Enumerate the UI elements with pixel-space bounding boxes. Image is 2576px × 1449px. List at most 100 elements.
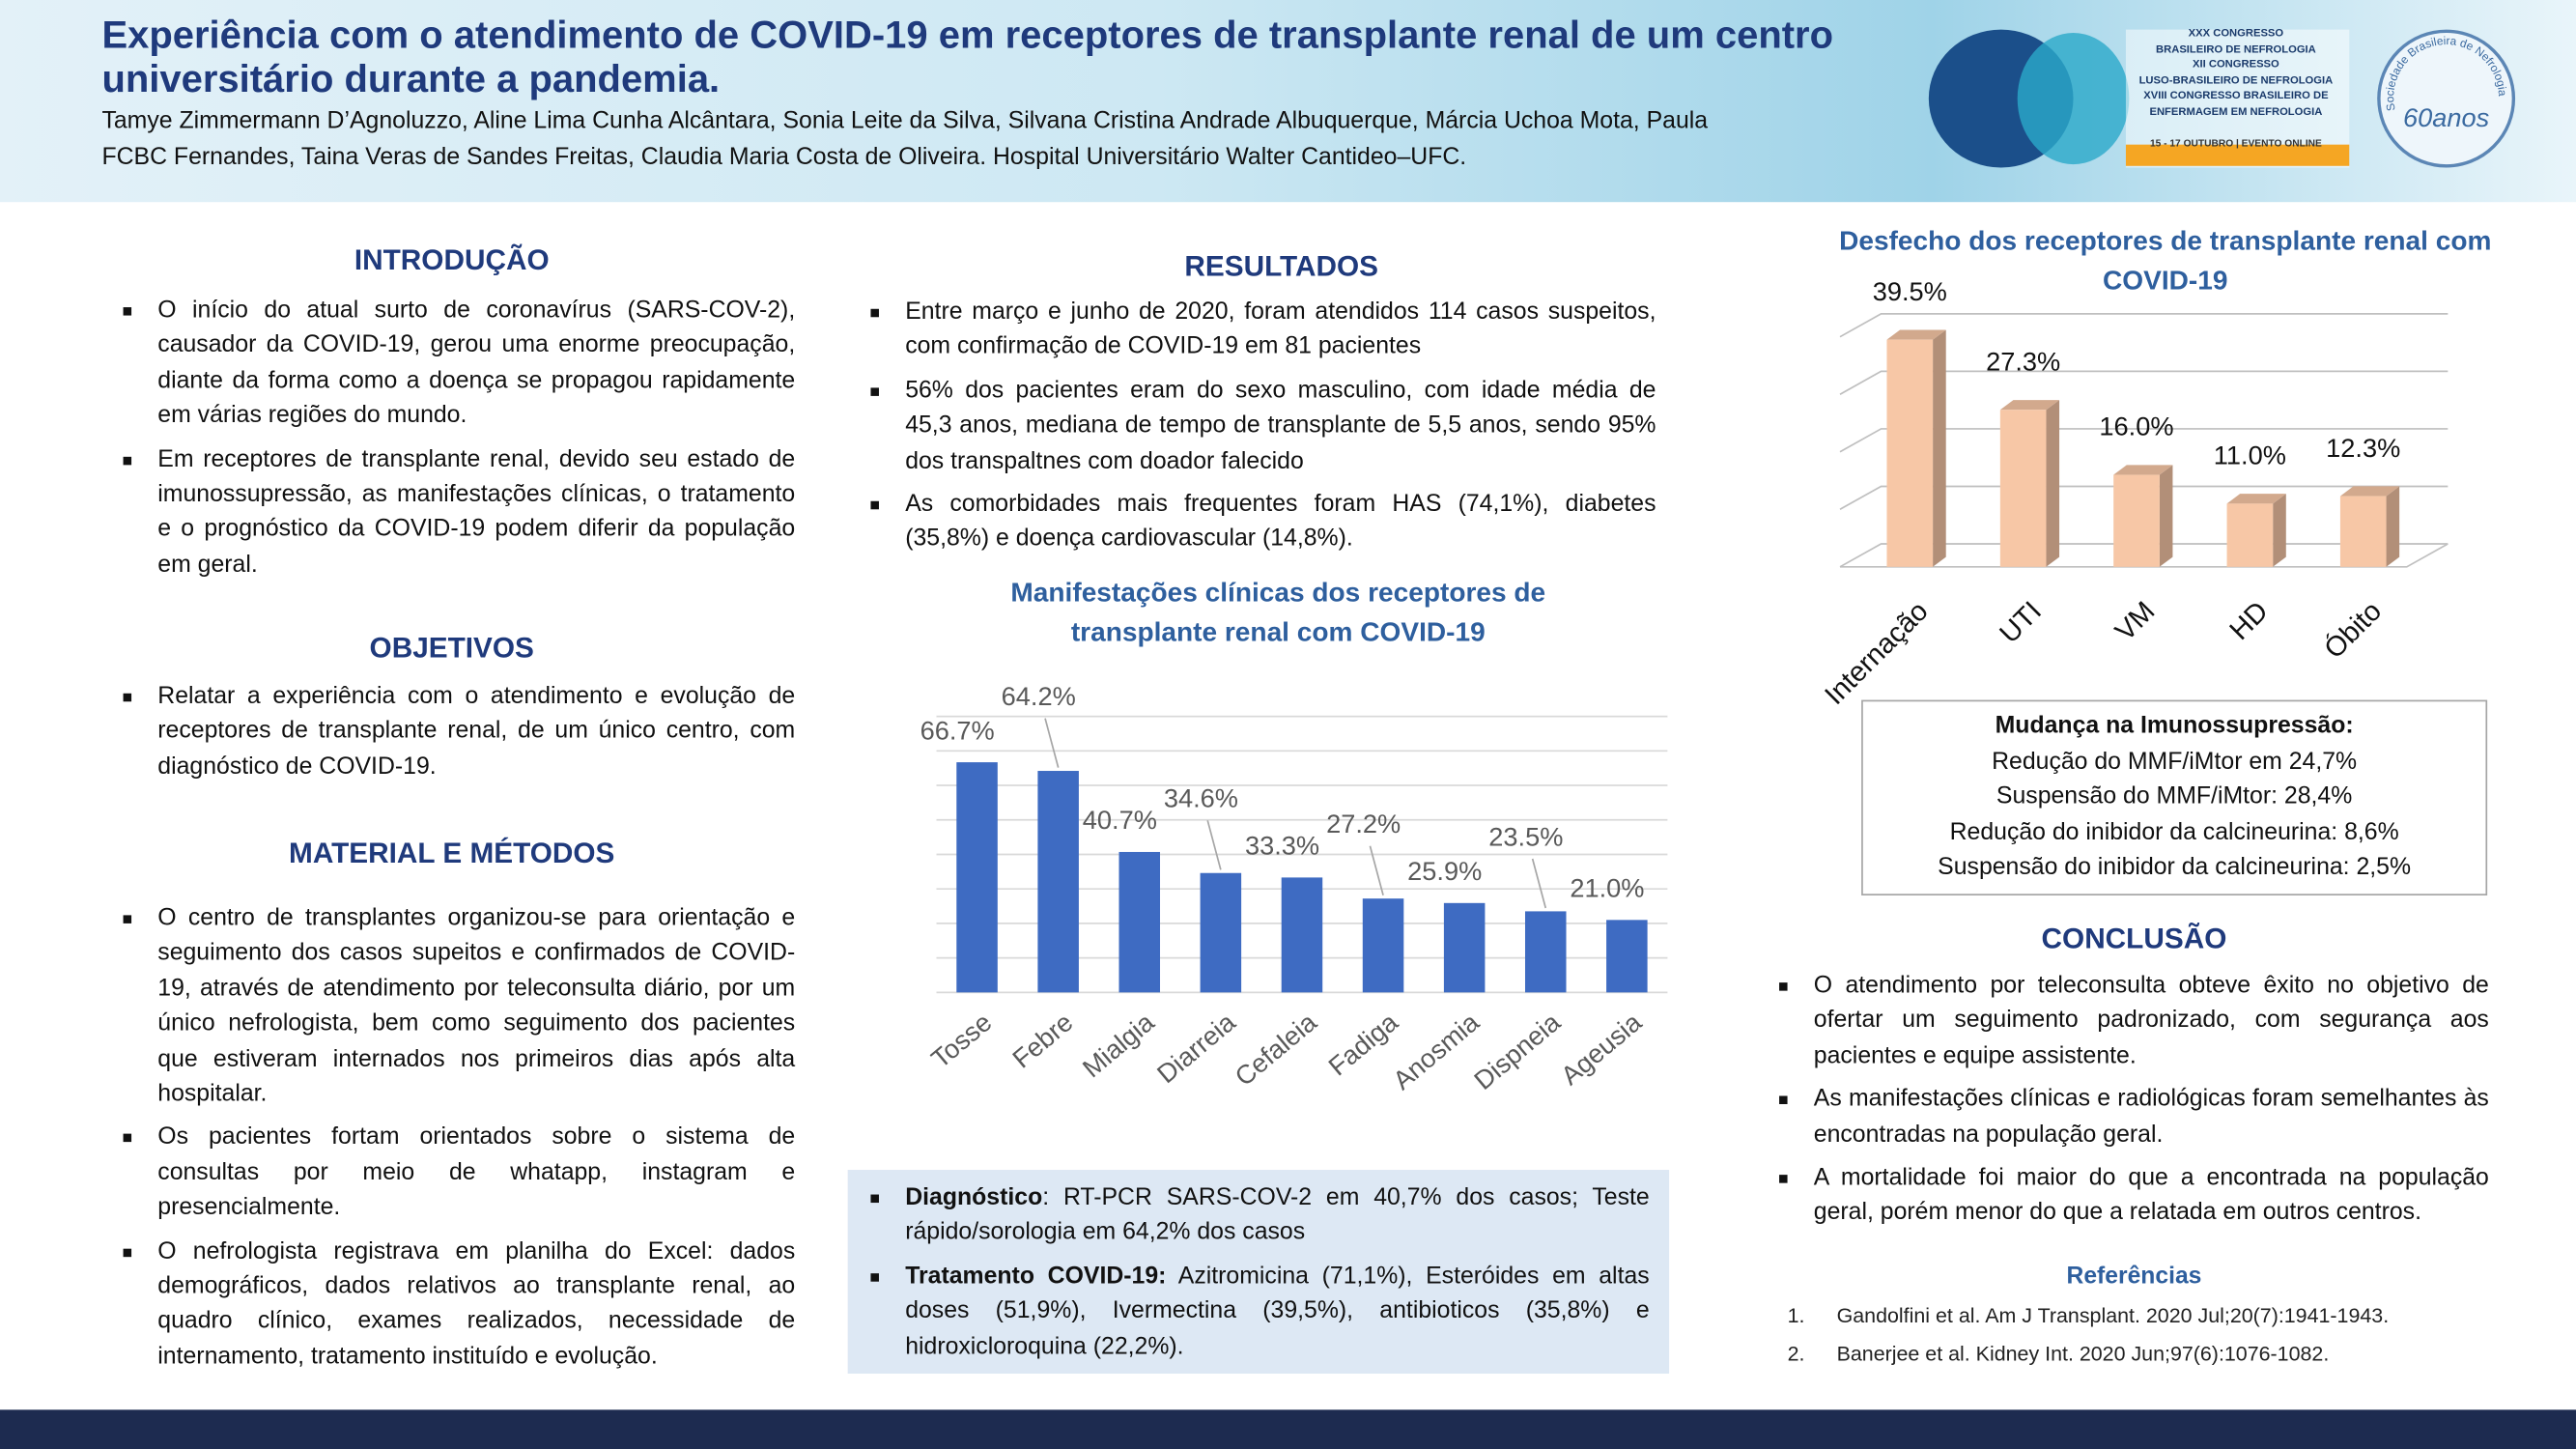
logo-date-band	[2125, 144, 2350, 166]
bar-top	[2339, 486, 2400, 497]
bullet-text: : RT-PCR SARS-COV-2 em 40,7% dos casos; …	[905, 1184, 1650, 1246]
bar	[1281, 877, 1323, 993]
grid-line	[1839, 370, 2449, 395]
ref-number: 2.	[1787, 1342, 1805, 1366]
bullet-label: Diagnóstico	[905, 1184, 1043, 1211]
leader-line	[1369, 845, 1384, 896]
value-label: 34.6%	[1164, 783, 1238, 813]
bar-side	[1933, 329, 1946, 567]
bar	[1443, 902, 1486, 993]
bar	[1362, 898, 1404, 993]
box-line: Redução do inibidor da calcineurina: 8,6…	[1949, 818, 2399, 846]
bar	[1200, 872, 1242, 993]
bullet: Diagnóstico: RT-PCR SARS-COV-2 em 40,7% …	[870, 1181, 1650, 1252]
ref-text: Gandolfini et al. Am J Transplant. 2020 …	[1836, 1304, 2390, 1328]
congress-line: ENFERMAGEM EM NEFROLOGIA	[2149, 105, 2323, 118]
chart-title: Manifestações clínicas dos receptores de…	[1010, 578, 1546, 648]
congress-line: XXX CONGRESSO	[2188, 27, 2284, 40]
value-label: 11.0%	[2214, 440, 2286, 470]
references: 1. Gandolfini et al. Am J Transplant. 202…	[1788, 1298, 2494, 1374]
value-label: 39.5%	[1873, 276, 1947, 306]
logo-ring	[2377, 29, 2516, 168]
x-tick-label: VM	[2109, 596, 2161, 647]
bar	[956, 762, 998, 993]
x-tick-label: Dispneia	[1468, 1007, 1567, 1095]
bar	[1037, 771, 1079, 993]
grid-line	[1839, 428, 2449, 453]
bar	[2113, 474, 2160, 567]
value-label: 16.0%	[2099, 412, 2173, 441]
section-heading: CONCLUSÃO	[2041, 922, 2227, 955]
bar-top	[2226, 494, 2286, 504]
chart-title: Desfecho dos receptores de transplante r…	[1839, 226, 2492, 297]
x-tick-label: Diarreia	[1151, 1007, 1242, 1090]
x-tick-label: Febre	[1006, 1007, 1078, 1073]
bar	[1999, 410, 2047, 567]
value-label: 27.2%	[1326, 809, 1401, 838]
box-line: Suspensão do MMF/iMtor: 28,4%	[1996, 783, 2353, 810]
bar	[2339, 496, 2387, 567]
bar-top	[2113, 465, 2173, 475]
bullet: O início do atual surto de coronavírus (…	[123, 294, 795, 435]
bar-side	[2273, 494, 2286, 567]
bullet: Relatar a experiência com o atendimento …	[123, 680, 795, 785]
value-label: 27.3%	[1986, 346, 2060, 376]
x-tick-label: Anosmia	[1387, 1007, 1486, 1095]
bullet: A mortalidade foi maior do que a encontr…	[1779, 1162, 2489, 1233]
bullet: 56% dos pacientes eram do sexo masculino…	[870, 374, 1656, 479]
value-label: 21.0%	[1570, 873, 1644, 903]
bullet-label: Tratamento COVID-19:	[905, 1263, 1167, 1290]
bullet: Tratamento COVID-19: Azitromicina (71,1%…	[870, 1260, 1650, 1365]
x-tick-label: Ageusia	[1555, 1007, 1648, 1091]
authors: Tamye Zimmermann D’Agnoluzzo, Aline Lima…	[101, 108, 1709, 171]
value-label: 33.3%	[1245, 831, 1319, 861]
bar-side	[2046, 400, 2060, 567]
bar-top	[1999, 400, 2060, 411]
bullet: Os pacientes fortam orientados sobre o s…	[123, 1122, 795, 1227]
bar-side	[2159, 465, 2173, 567]
bar	[1886, 339, 1934, 567]
value-label: 12.3%	[2326, 433, 2400, 463]
bullet: Entre março e junho de 2020, foram atend…	[870, 296, 1656, 366]
value-label: 40.7%	[1083, 805, 1157, 835]
section-heading: OBJETIVOS	[369, 631, 534, 665]
info-box: Mudança na Imunossupressão: Redução do M…	[1861, 699, 2488, 895]
bullet: As manifestações clínicas e radiológicas…	[1779, 1083, 2489, 1153]
bullet-list: Diagnóstico: RT-PCR SARS-COV-2 em 40,7% …	[870, 1181, 1650, 1374]
grid-line	[1839, 313, 2449, 338]
ref-text: Banerjee et al. Kidney Int. 2020 Jun;97(…	[1836, 1342, 2330, 1366]
bullet: O centro de transplantes organizou-se pa…	[123, 902, 795, 1113]
bullet-list: Entre março e junho de 2020, foram atend…	[870, 296, 1656, 566]
value-label: 64.2%	[1002, 681, 1076, 711]
congress-line: LUSO-BRASILEIRO DE NEFROLOGIA	[2138, 74, 2334, 87]
congress-text: XXX CONGRESSO BRASILEIRO DE NEFROLOGIA X…	[2129, 26, 2342, 154]
logo-shape	[2017, 33, 2130, 165]
bullet-list: O início do atual surto de coronavírus (…	[123, 294, 795, 591]
congress-line: XVIII CONGRESSO BRASILEIRO DE	[2143, 90, 2329, 102]
grid-line	[1839, 485, 2449, 511]
value-label: 66.7%	[920, 715, 995, 745]
bar	[1606, 920, 1648, 993]
anniversary: 60anos	[2403, 102, 2490, 132]
bullet: O atendimento por teleconsulta obteve êx…	[1779, 970, 2489, 1075]
box-line: Suspensão do inibidor da calcineurina: 2…	[1938, 854, 2412, 881]
x-tick-label: Cefaleia	[1229, 1007, 1322, 1092]
highlight-box	[847, 1170, 1670, 1374]
bullet-list: O atendimento por teleconsulta obteve êx…	[1779, 970, 2489, 1240]
section-heading: RESULTADOS	[1184, 249, 1379, 283]
x-tick-label: Internação	[1819, 596, 1934, 711]
bullet-list: Relatar a experiência com o atendimento …	[123, 680, 795, 794]
congress-line: BRASILEIRO DE NEFROLOGIA	[2156, 43, 2316, 55]
references-heading: Referências	[2066, 1263, 2202, 1291]
bar	[1118, 851, 1161, 993]
society-logo: Sociedade Brasileira de Nefrologia 60ano…	[2377, 29, 2516, 168]
congress-dates: 15 - 17 OUTUBRO | EVENTO ONLINE	[2149, 139, 2322, 150]
leader-line	[1531, 858, 1547, 909]
box-heading: Mudança na Imunossupressão:	[1995, 713, 2354, 740]
section-heading: MATERIAL E MÉTODOS	[289, 836, 615, 869]
x-tick-label: Tosse	[925, 1007, 997, 1073]
bullet: As comorbidades mais frequentes foram HA…	[870, 488, 1656, 558]
x-tick-label: Óbito	[2318, 595, 2388, 665]
